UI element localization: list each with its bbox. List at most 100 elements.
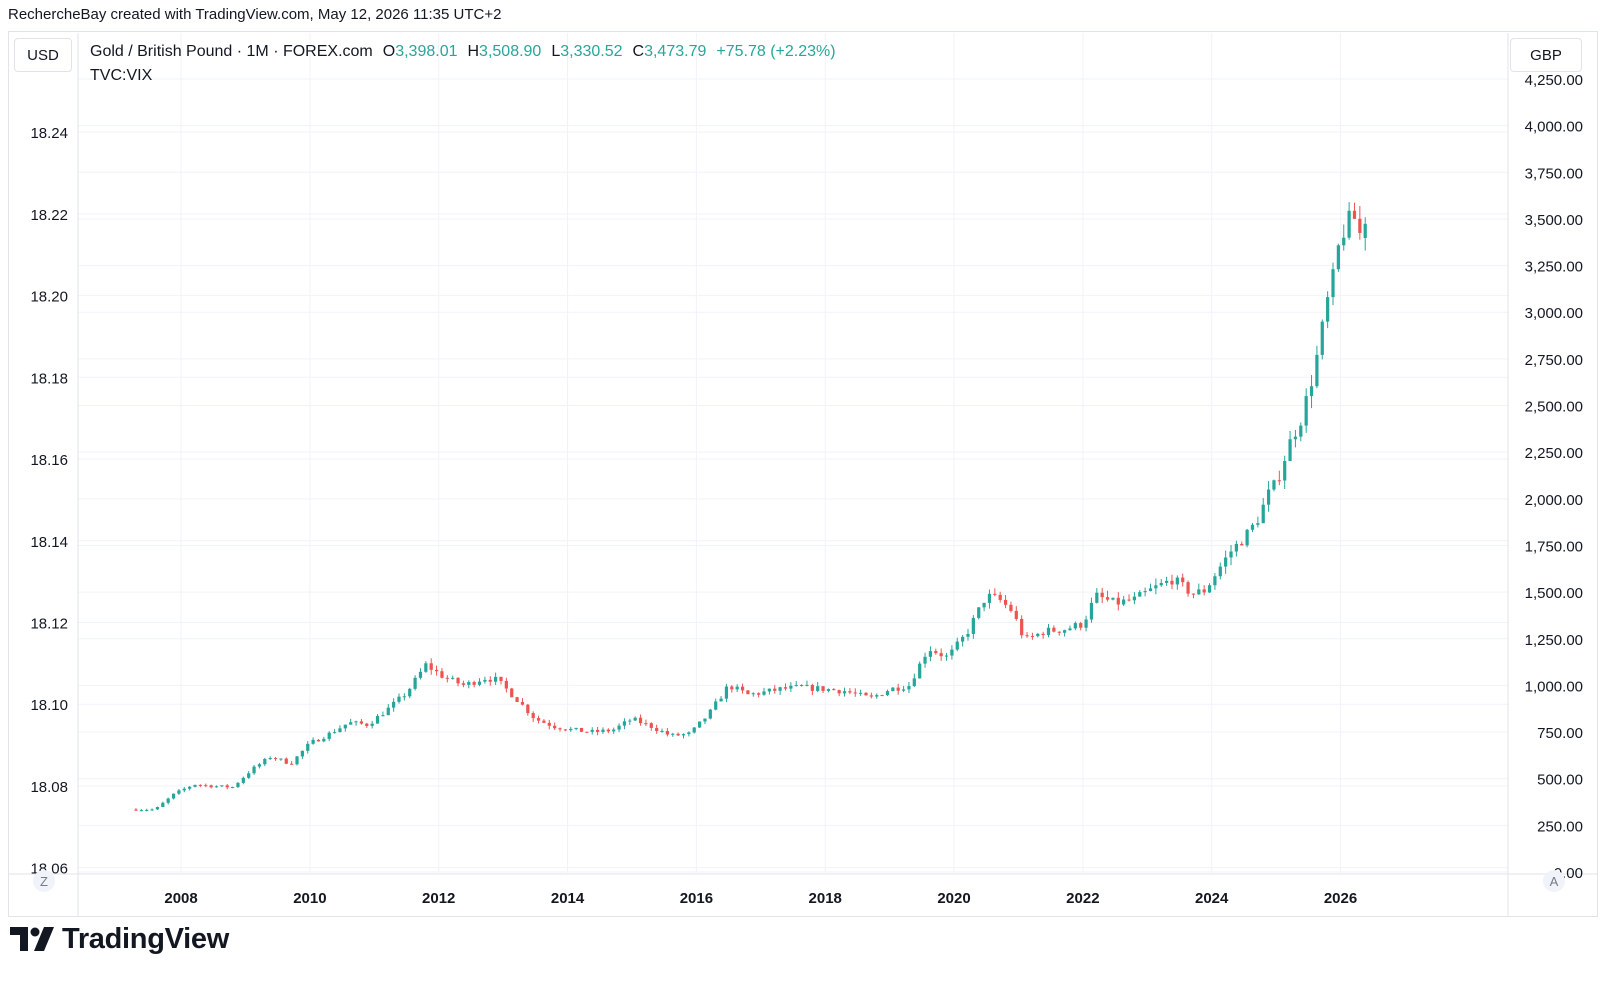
candle-body [799, 684, 804, 687]
candle-body [542, 720, 546, 723]
candle-body [1202, 589, 1206, 593]
candle-body [579, 727, 584, 732]
candle-body [569, 728, 573, 731]
candle-body [982, 602, 986, 608]
brand-footer[interactable]: TradingView [10, 921, 229, 957]
candle-body [622, 721, 627, 726]
candle-body [676, 733, 680, 736]
candle-body [332, 732, 337, 734]
candle-body [805, 684, 809, 687]
candle-body [375, 715, 380, 724]
candle-body [633, 717, 637, 721]
candle-body [612, 729, 616, 732]
right-axis-tick-label: 3,000.00 [1525, 305, 1583, 322]
candle-body [1299, 425, 1303, 437]
candle-body [585, 731, 589, 733]
candle-body [1197, 589, 1201, 595]
candle-body [681, 734, 686, 736]
time-axis-tick-label: 2020 [937, 890, 970, 907]
time-axis-tick-label: 2024 [1195, 890, 1229, 907]
candle-body [413, 677, 417, 689]
candle-body [338, 728, 342, 733]
candle-body [1277, 480, 1281, 482]
right-axis-tick-label: 2,000.00 [1525, 492, 1583, 509]
right-currency-button[interactable]: GBP [1510, 38, 1582, 72]
candle-body [848, 691, 852, 693]
secondary-symbol-legend[interactable]: TVC:VIX [90, 67, 153, 84]
candle-body [869, 695, 873, 697]
candle-body [1003, 599, 1008, 605]
candle-body [928, 651, 933, 657]
candle-body [1352, 210, 1357, 219]
candle-body [1213, 576, 1217, 586]
candle-body [746, 690, 750, 695]
legend-symbol: Gold / British Pound · 1M · FOREX.com [90, 43, 373, 60]
candle-body [708, 709, 712, 719]
candle-body [359, 721, 364, 724]
candle-body [402, 696, 406, 698]
candle-body [1116, 597, 1120, 605]
candle-body [832, 689, 836, 691]
candle-body [977, 607, 981, 618]
candle-body [316, 739, 321, 742]
candle-body [220, 785, 224, 787]
candle-body [595, 729, 600, 732]
candle-body [703, 718, 707, 722]
candle-body [1336, 245, 1340, 270]
candle-body [263, 758, 267, 765]
candle-body [901, 689, 906, 691]
candle-body [950, 649, 954, 656]
candle-body [891, 687, 895, 692]
left-currency-label: USD [27, 46, 59, 64]
candle-body [1089, 602, 1094, 620]
candle-body [204, 785, 208, 787]
time-axis-tick-label: 2026 [1324, 890, 1357, 907]
candle-body [773, 688, 777, 691]
auto-scale-button[interactable]: A [1543, 870, 1565, 892]
candle-body [1111, 597, 1115, 600]
zoom-reset-button[interactable]: Z [33, 870, 55, 892]
series-legend[interactable]: Gold / British Pound · 1M · FOREX.com O3,… [90, 43, 836, 61]
candle-body [284, 758, 288, 764]
candle-body [660, 730, 664, 732]
candle-body [1068, 628, 1072, 631]
candle-body [649, 723, 653, 728]
candle-body [214, 786, 219, 788]
candle-body [408, 688, 412, 697]
candle-body [343, 724, 347, 729]
candle-body [735, 686, 739, 690]
candle-body [290, 763, 294, 765]
candle-body [504, 680, 508, 689]
candle-body [236, 782, 240, 788]
left-axis-tick-label: 18.10 [30, 697, 68, 714]
candle-body [306, 743, 310, 751]
candle-body [1342, 237, 1346, 246]
candle-body [842, 691, 847, 694]
candle-body [483, 679, 487, 682]
candle-body [1095, 592, 1099, 603]
candle-body [252, 766, 256, 774]
candle-body [944, 655, 949, 657]
candle-body [1148, 588, 1153, 592]
candle-body [1025, 635, 1029, 637]
candle-body [445, 677, 449, 679]
candle-body [370, 723, 374, 726]
candle-body [1073, 623, 1077, 629]
candle-body [150, 809, 154, 811]
candle-body [826, 689, 831, 691]
candle-body [859, 692, 863, 694]
left-currency-button[interactable]: USD [14, 38, 72, 72]
candle-body [1020, 618, 1024, 636]
candle-body [268, 758, 272, 760]
candle-body [365, 723, 369, 726]
candle-body [1036, 633, 1040, 637]
right-currency-label: GBP [1530, 46, 1562, 64]
right-axis-tick-label: 500.00 [1537, 772, 1583, 789]
right-axis-tick-label: 2,250.00 [1525, 445, 1583, 462]
candle-body [853, 692, 857, 694]
candle-body [821, 686, 825, 691]
left-axis-tick-label: 18.12 [30, 615, 68, 632]
candle-body [762, 691, 766, 695]
candle-body [392, 701, 396, 708]
